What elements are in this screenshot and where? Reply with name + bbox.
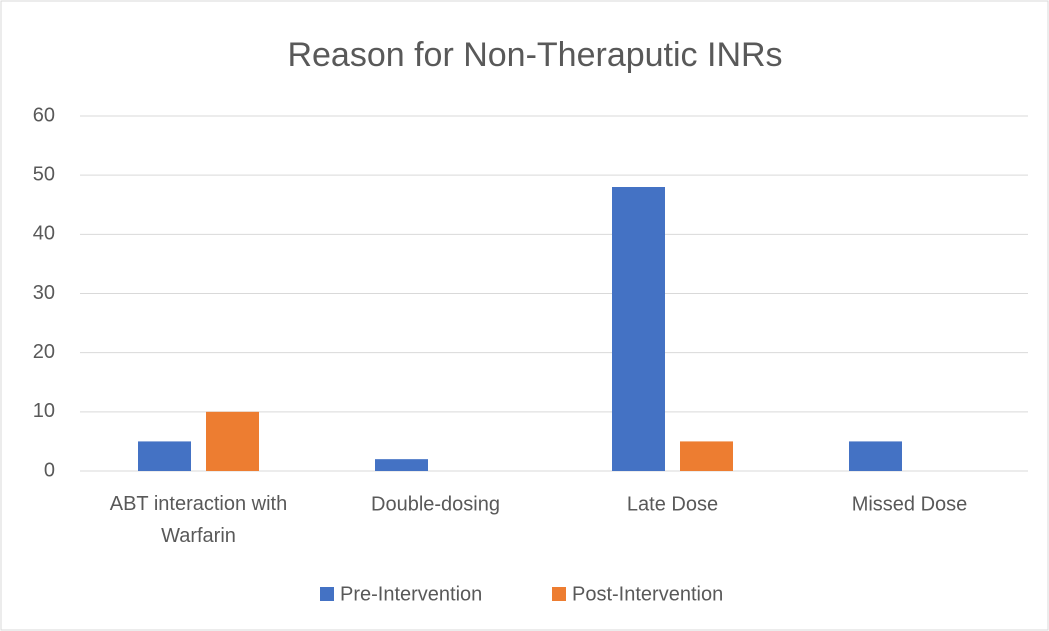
y-tick-label: 40 (33, 223, 55, 245)
y-tick-label: 30 (33, 282, 55, 304)
legend-swatch (552, 587, 566, 601)
x-tick-label: ABT interaction with Warfarin (110, 493, 288, 547)
x-tick-label: Late Dose (627, 493, 718, 515)
x-tick-label: Missed Dose (852, 493, 968, 515)
bar (138, 441, 191, 471)
chart-title: Reason for Non-Theraputic INRs (287, 36, 782, 74)
bar (849, 441, 902, 471)
x-tick-label: Double-dosing (371, 493, 500, 515)
bar (612, 187, 665, 471)
y-tick-label: 0 (44, 459, 55, 481)
bar (680, 441, 733, 471)
bar (206, 411, 259, 471)
y-tick-label: 20 (33, 341, 55, 363)
y-tick-label: 60 (33, 104, 55, 126)
legend-label: Post-Intervention (572, 583, 723, 605)
legend-label: Pre-Intervention (340, 583, 482, 605)
legend-swatch (320, 587, 334, 601)
y-tick-label: 50 (33, 163, 55, 185)
bar (375, 459, 428, 471)
y-tick-label: 10 (33, 400, 55, 422)
